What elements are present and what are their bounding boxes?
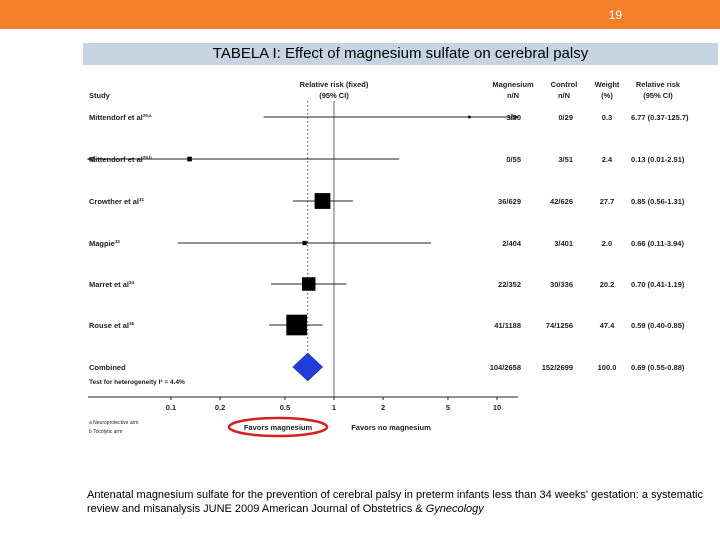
study-label: Magpie32 <box>89 239 120 248</box>
study-reference: 29,b <box>143 155 152 160</box>
control-count: 3/401 <box>554 239 573 248</box>
control-count: 3/51 <box>558 155 573 164</box>
relative-risk-value: 0.70 (0.41-1.19) <box>631 280 685 289</box>
study-label: Crowther et al31 <box>89 197 145 206</box>
forest-plot: Study Relative risk (fixed) (95% CI) Magnes… <box>86 80 689 438</box>
x-axis-tick-label: 1 <box>332 403 336 412</box>
study-reference: 32 <box>115 239 121 244</box>
favors-magnesium-label: Favors magnesium <box>244 423 313 432</box>
header-study: Study <box>89 91 111 100</box>
top-accent-bar <box>0 0 720 29</box>
weight-value: 2.4 <box>602 155 613 164</box>
page-number: 19 <box>608 8 622 22</box>
control-count: 0/29 <box>558 113 573 122</box>
combined-relative-risk: 0.69 (0.55-0.88) <box>631 363 685 372</box>
combined-weight: 100.0 <box>598 363 617 372</box>
relative-risk-value: 0.85 (0.56-1.31) <box>631 197 685 206</box>
control-count: 74/1256 <box>546 321 573 330</box>
header-rr-fixed: Relative risk (fixed) <box>300 80 369 89</box>
magnesium-count: 0/55 <box>506 155 521 164</box>
x-axis-tick-label: 0.1 <box>166 403 176 412</box>
control-count: 30/336 <box>550 280 573 289</box>
header-magnesium: Magnesium <box>492 80 534 89</box>
weight-value: 0.3 <box>602 113 612 122</box>
forest-plot-figure: Study Relative risk (fixed) (95% CI) Magnes… <box>83 65 718 440</box>
caption-text: Antenatal magnesium sulfate for the prev… <box>87 489 703 515</box>
header-magnesium-sub: n/N <box>507 91 519 100</box>
weight-value: 2.0 <box>602 239 612 248</box>
relative-risk-value: 0.59 (0.40-0.85) <box>631 321 685 330</box>
study-reference: 31 <box>139 197 145 202</box>
weight-value: 20.2 <box>600 280 615 289</box>
combined-control-count: 152/2699 <box>542 363 573 372</box>
x-axis-tick-label: 0.5 <box>280 403 290 412</box>
x-axis-tick-label: 0.2 <box>215 403 225 412</box>
x-axis-tick-label: 2 <box>381 403 385 412</box>
header-control-sub: n/N <box>558 91 570 100</box>
relative-risk-value: 0.13 (0.01-2.51) <box>631 155 685 164</box>
magnesium-count: 2/404 <box>502 239 522 248</box>
header-relative-risk: Relative risk <box>636 80 681 89</box>
point-estimate <box>314 193 331 209</box>
header-weight: Weight <box>595 80 620 89</box>
combined-label: Combined <box>89 363 126 372</box>
combined-diamond <box>292 352 324 382</box>
caption-journal-tail: Gynecology <box>425 503 484 515</box>
control-count: 42/626 <box>550 197 573 206</box>
point-estimate <box>302 240 307 246</box>
figure-caption: Antenatal magnesium sulfate for the prev… <box>87 488 712 516</box>
point-estimate <box>302 277 316 291</box>
x-axis-tick-label: 5 <box>446 403 450 412</box>
study-reference: 29,a <box>143 113 152 118</box>
study-reference: 34 <box>129 280 135 285</box>
magnesium-count: 41/1188 <box>494 321 521 330</box>
relative-risk-value: 0.66 (0.11-3.94) <box>631 239 684 248</box>
slide-title: TABELA I: Effect of magnesium sulfate on… <box>83 43 718 65</box>
point-estimate <box>468 115 471 119</box>
favors-magnesium-highlight <box>227 416 329 438</box>
study-label: Rouse et al35 <box>89 321 135 330</box>
relative-risk-value: 6.77 (0.37-125.7) <box>631 113 689 122</box>
point-estimate <box>286 314 307 336</box>
study-label: Marret et al34 <box>89 280 135 289</box>
header-weight-sub: (%) <box>601 91 613 100</box>
point-estimate <box>187 156 192 162</box>
x-axis-tick-label: 10 <box>493 403 501 412</box>
ci-arrow-right <box>510 114 520 120</box>
magnesium-count: 22/352 <box>498 280 521 289</box>
heterogeneity-test: Test for heterogeneity I² = 4.4% <box>89 379 185 386</box>
weight-value: 47.4 <box>600 321 615 330</box>
combined-magnesium-count: 104/2658 <box>490 363 521 372</box>
study-label: Mittendorf et al29,a <box>89 113 152 122</box>
magnesium-count: 36/629 <box>498 197 521 206</box>
footnote: a Neuroprotective arm <box>89 420 138 426</box>
footnote: b Tocolytic arm <box>89 429 122 435</box>
magnesium-count: 3/30 <box>506 113 521 122</box>
weight-value: 27.7 <box>600 197 615 206</box>
study-reference: 35 <box>129 321 135 326</box>
header-relative-risk-sub: (95% CI) <box>643 91 673 100</box>
favors-no-magnesium-label: Favors no magnesium <box>351 423 431 432</box>
header-control: Control <box>551 80 578 89</box>
ci-arrow-left <box>86 156 96 162</box>
header-rr-fixed-ci: (95% CI) <box>319 91 349 100</box>
